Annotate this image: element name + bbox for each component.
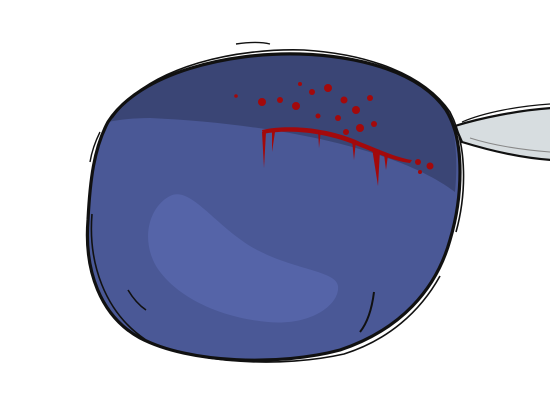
- plum-outline-sketch-2: [90, 213, 441, 363]
- plum-outline-sketch-3: [89, 41, 271, 163]
- plum-body: [85, 41, 465, 363]
- blade-icon: [453, 103, 550, 161]
- blood-drip: [372, 148, 380, 186]
- plum-crease-line-2: [127, 289, 147, 311]
- blood-drip: [318, 130, 321, 148]
- blood-drop: [352, 106, 360, 114]
- plum-outline-sketch-1: [111, 49, 465, 233]
- blood-drip: [262, 132, 266, 168]
- blade-edge-line: [469, 137, 550, 153]
- blood-cut-line: [262, 127, 412, 163]
- blood-drop: [367, 95, 373, 101]
- blood-drop: [356, 124, 364, 132]
- blood-drop: [234, 94, 238, 98]
- blood-drop: [315, 113, 321, 119]
- blood-drop: [418, 170, 422, 174]
- blood-drop: [309, 89, 315, 95]
- blood-drip: [352, 140, 356, 160]
- blood-drop: [258, 98, 266, 106]
- blade-shape: [453, 107, 550, 161]
- plum-outline: [85, 52, 462, 362]
- blood-drop: [426, 162, 434, 170]
- plum-highlight: [148, 194, 339, 323]
- blood-drop: [298, 82, 302, 86]
- blood-drop: [415, 159, 421, 165]
- blood-drip: [384, 154, 388, 170]
- blood-drop: [371, 121, 377, 127]
- blood-drop: [340, 96, 348, 104]
- plum-top-shade: [108, 53, 457, 192]
- blood-drop: [292, 102, 300, 110]
- blood-spatter: [234, 82, 434, 186]
- blood-drop: [343, 129, 349, 135]
- blood-drip: [272, 132, 275, 152]
- blade-sketch-line: [461, 103, 550, 123]
- blood-drop: [277, 97, 283, 103]
- blood-drop: [324, 84, 332, 92]
- plum-crease-line: [359, 291, 375, 333]
- blood-drop: [335, 115, 341, 121]
